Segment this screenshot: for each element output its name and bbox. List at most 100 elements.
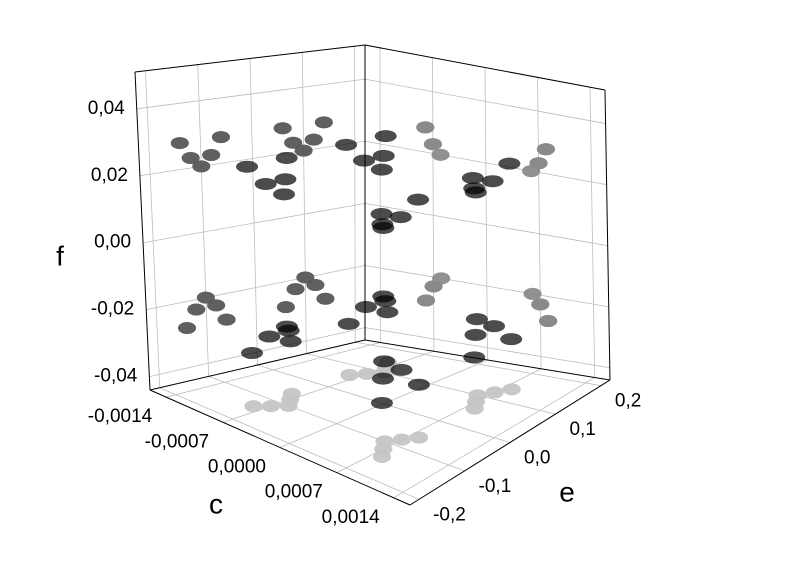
projection-point (306, 278, 325, 291)
box-edge (149, 389, 411, 506)
projection-point (286, 283, 305, 296)
grid-line (208, 375, 465, 472)
scatter-point (370, 208, 393, 221)
grid (136, 46, 610, 500)
projection-point (276, 301, 295, 314)
y-tick-label: -0,1 (479, 476, 512, 497)
scatter-point (370, 396, 393, 409)
scatter-point (370, 163, 393, 176)
projection-point (539, 314, 558, 327)
scatter-point (258, 330, 281, 343)
y-tick-label: -0,2 (433, 504, 466, 525)
scatter-point (464, 186, 487, 199)
scatter-point (335, 138, 358, 151)
scatter-point (465, 313, 488, 326)
z-tick-label: 0,00 (94, 232, 131, 253)
projection-point (192, 160, 211, 173)
scatter-point (236, 160, 259, 173)
projection-point (207, 299, 226, 312)
z-tick-label: 0,02 (91, 165, 128, 186)
projection-point (316, 292, 335, 305)
y-axis-label: e (559, 476, 575, 507)
box-edge (364, 339, 611, 381)
projection-point (244, 400, 263, 413)
grid-line (136, 78, 366, 110)
x-tick-label: 0,0000 (208, 457, 266, 478)
projection-point (273, 122, 292, 135)
projection-point (375, 435, 394, 448)
scatter-point (483, 320, 506, 333)
grid-line (484, 67, 488, 361)
scatter-point (337, 317, 360, 330)
y-tick-label: 0,1 (569, 419, 595, 440)
projection-point (485, 386, 504, 399)
x-tick-label: 0,0007 (265, 482, 323, 503)
projection-point (284, 136, 303, 149)
x-tick-label: -0,0014 (88, 406, 153, 427)
projection-point (211, 131, 230, 144)
scatter-point (374, 130, 397, 143)
scatter-point (389, 211, 412, 224)
scatter-point (273, 188, 296, 201)
scatter-point (372, 149, 395, 162)
projection-point (217, 313, 236, 326)
grid-line (301, 52, 307, 354)
grid-line (249, 58, 258, 366)
projection-point (523, 287, 542, 300)
z-tick-label: 0,04 (88, 98, 125, 119)
z-tick-label: -0,04 (94, 366, 138, 387)
scatter-point (464, 328, 487, 341)
grid-line (364, 265, 609, 308)
projection-point (202, 148, 221, 161)
grid-line (364, 327, 610, 369)
projection-point (170, 137, 189, 150)
scatter-point (277, 324, 300, 337)
projection-point (181, 152, 200, 165)
projection-point (262, 400, 281, 413)
x-tick-label: -0,0007 (145, 431, 209, 452)
scatter-point (354, 301, 377, 314)
scatter-point (274, 173, 297, 186)
scatter-point (500, 333, 523, 346)
box-edge (604, 89, 611, 381)
projection-point (416, 121, 435, 134)
scatter-point (240, 347, 263, 360)
projection-point (357, 367, 376, 380)
projection-point (529, 157, 548, 170)
box-edge (364, 44, 606, 91)
grid-line (364, 202, 608, 247)
projection-point (431, 148, 450, 161)
scatter-point (372, 221, 395, 234)
scatter-point (373, 355, 396, 368)
grid-line (159, 387, 420, 500)
grid-line (306, 353, 556, 415)
y-tick-label: 0,0 (524, 448, 550, 469)
box (134, 44, 611, 506)
z-axis-label: f (56, 240, 64, 271)
scatter-point (498, 157, 521, 170)
box-edge (134, 44, 366, 73)
grid-line (197, 64, 210, 377)
grid-line (364, 140, 607, 186)
scatter-point (372, 372, 395, 385)
scatter-point (275, 151, 298, 164)
grid-line (355, 341, 601, 387)
projection-point (294, 144, 313, 157)
box-edge (149, 339, 366, 391)
grid-line (589, 87, 596, 378)
projection-point (178, 322, 197, 335)
box-edge (134, 71, 151, 391)
scatter-point (461, 172, 484, 185)
grid-line (146, 265, 366, 311)
x-tick-label: 0,0014 (322, 507, 381, 528)
projection-point (304, 133, 323, 146)
projection-point (502, 383, 521, 396)
projection-point (392, 433, 411, 446)
projection-point (468, 389, 487, 402)
grid-line (364, 78, 606, 124)
projection-point (531, 298, 550, 311)
scatter-point (390, 363, 413, 376)
y-tick-label: 0,2 (615, 391, 641, 412)
grid-line (139, 140, 366, 177)
